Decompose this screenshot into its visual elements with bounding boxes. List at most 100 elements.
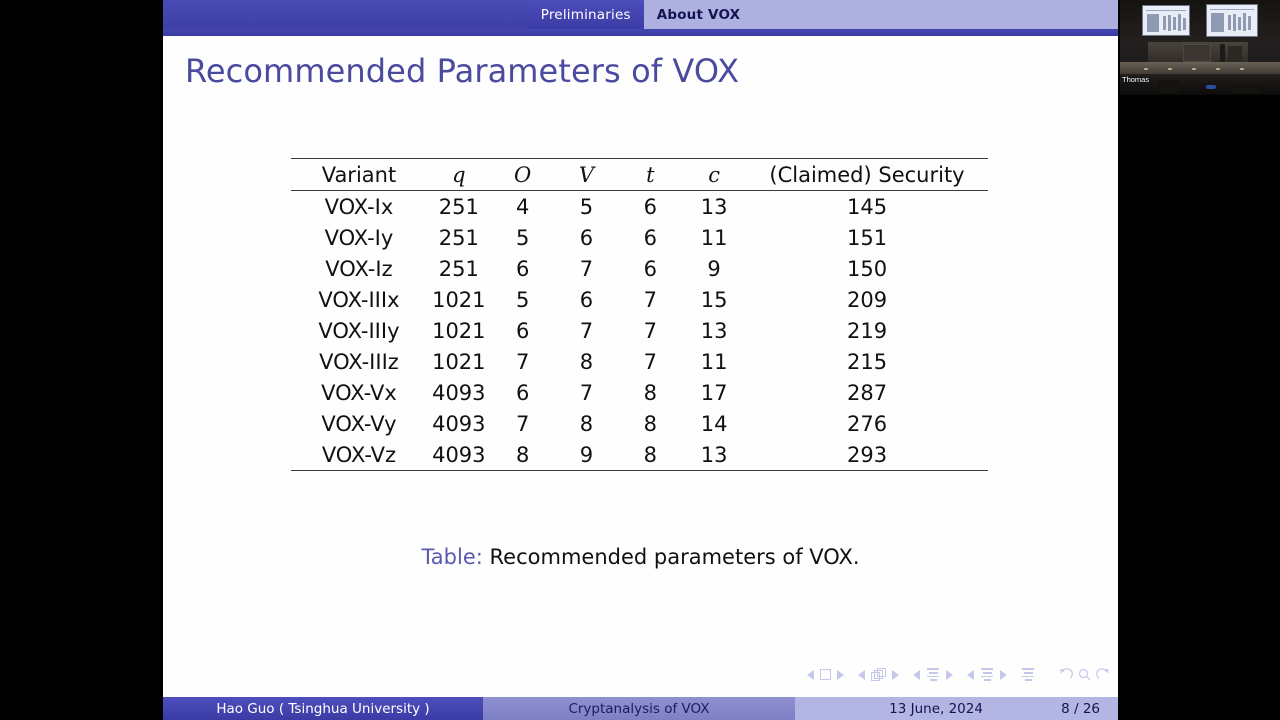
col-header-c: c	[708, 162, 720, 187]
cell-o: 5	[515, 225, 530, 250]
next-frame-icon[interactable]	[837, 669, 844, 680]
next-slide-icon[interactable]	[892, 669, 899, 680]
col-header-security: (Claimed) Security	[769, 162, 965, 187]
footer-author-label: Hao Guo ( Tsinghua University )	[216, 700, 430, 717]
cell-c: 13	[700, 318, 728, 343]
webcam-overlay[interactable]: Thomas	[1120, 0, 1280, 95]
cell-q: 251	[438, 256, 479, 281]
cell-v: 7	[579, 256, 594, 281]
lecture-desk-center	[1183, 44, 1211, 62]
cell-variant: VOX-Iy	[324, 225, 394, 250]
document-icon[interactable]	[1021, 668, 1035, 682]
cell-v: 6	[579, 225, 594, 250]
section-icon[interactable]	[980, 668, 994, 682]
slide-canvas: Preliminaries About VOX Recommended Para…	[163, 0, 1119, 720]
prev-section-icon[interactable]	[967, 669, 974, 680]
cell-security: 209	[846, 287, 888, 312]
nav-group-frames[interactable]	[807, 669, 844, 681]
cell-v: 9	[579, 442, 594, 467]
cell-variant: VOX-IIIz	[319, 349, 399, 374]
prev-subsection-icon[interactable]	[913, 669, 920, 680]
monitor-glow	[1206, 85, 1216, 89]
projection-screen-left	[1142, 5, 1190, 36]
cell-o: 4	[515, 194, 530, 219]
col-header-t: t	[646, 162, 655, 187]
cell-security: 150	[846, 256, 888, 281]
table-row: VOX-Ix 251 4 5 6 13 145	[291, 191, 988, 223]
table-row: VOX-IIIz 1021 7 8 7 11 215	[291, 346, 988, 377]
cell-security: 276	[846, 411, 888, 436]
first-frame-icon[interactable]	[807, 669, 814, 680]
cell-q: 1021	[432, 318, 486, 343]
slide-stack-icon[interactable]	[871, 668, 886, 682]
beamer-navigation-bar[interactable]	[807, 668, 1110, 682]
frame-icon[interactable]	[820, 669, 831, 681]
nav-group-history[interactable]	[1059, 668, 1110, 681]
table-row: VOX-IIIx 1021 5 6 7 15 209	[291, 284, 988, 315]
cell-t: 8	[643, 380, 657, 405]
cell-variant: VOX-Vz	[321, 442, 397, 467]
table-head: Variant q O V t c (Claimed) Security	[291, 158, 988, 191]
cell-q: 251	[438, 194, 479, 219]
parameters-table: Variant q O V t c (Claimed) Security VOX…	[291, 158, 988, 471]
subsection-icon[interactable]	[926, 668, 940, 682]
nav-group-slides[interactable]	[858, 668, 899, 682]
cell-t: 7	[643, 318, 657, 343]
projection-screen-right	[1206, 4, 1258, 37]
table-row: VOX-Iz 251 6 7 6 9 150	[291, 253, 988, 284]
cell-v: 8	[579, 411, 594, 436]
cell-variant: VOX-IIIy	[318, 318, 400, 343]
page-title: Recommended Parameters of VOX	[185, 52, 740, 90]
cell-v: 7	[579, 380, 594, 405]
table-caption-label: Table:	[421, 545, 483, 569]
cell-t: 6	[643, 256, 657, 281]
cell-c: 13	[700, 442, 728, 467]
cell-t: 6	[643, 225, 657, 250]
cell-c: 17	[700, 380, 728, 405]
cell-security: 287	[846, 380, 888, 405]
nav-group-document[interactable]	[1021, 668, 1035, 682]
cell-variant: VOX-Iz	[325, 256, 393, 281]
cell-t: 8	[643, 411, 657, 436]
table-row: VOX-Vx 4093 6 7 8 17 287	[291, 377, 988, 408]
cell-v: 5	[579, 194, 594, 219]
camera-equipment	[1158, 80, 1180, 93]
header-tab-about-vox[interactable]: About VOX	[643, 0, 754, 29]
cell-q: 1021	[432, 287, 486, 312]
forward-icon[interactable]	[1096, 668, 1110, 681]
slide-footer: Hao Guo ( Tsinghua University ) Cryptana…	[163, 697, 1118, 720]
cell-q: 4093	[432, 380, 486, 405]
prev-slide-icon[interactable]	[858, 669, 865, 680]
cell-o: 6	[515, 318, 530, 343]
header-tab-about-vox-label: About VOX	[656, 6, 741, 23]
table-row: VOX-IIIy 1021 6 7 7 13 219	[291, 315, 988, 346]
nav-group-subsections[interactable]	[913, 668, 953, 682]
table-header-row: Variant q O V t c (Claimed) Security	[291, 158, 988, 191]
cell-c: 14	[700, 411, 728, 436]
cell-security: 215	[846, 349, 888, 374]
cell-t: 6	[643, 194, 657, 219]
col-header-o: O	[514, 162, 532, 187]
cell-q: 4093	[432, 411, 486, 436]
header-left-filler	[163, 0, 528, 29]
col-header-variant: Variant	[321, 162, 397, 187]
col-header-q: q	[452, 162, 466, 187]
cell-c: 13	[700, 194, 728, 219]
cell-v: 7	[579, 318, 594, 343]
cell-o: 5	[515, 287, 530, 312]
search-icon[interactable]	[1078, 668, 1091, 681]
cell-security: 293	[846, 442, 888, 467]
back-icon[interactable]	[1059, 668, 1073, 681]
table-row: VOX-Iy 251 5 6 6 11 151	[291, 222, 988, 253]
next-section-icon[interactable]	[1000, 669, 1007, 680]
header-tab-preliminaries[interactable]: Preliminaries	[527, 0, 644, 29]
header-underline	[163, 29, 1118, 36]
next-subsection-icon[interactable]	[946, 669, 953, 680]
cell-o: 6	[515, 256, 530, 281]
nav-group-sections[interactable]	[967, 668, 1007, 682]
table-row: VOX-Vy 4093 7 8 8 14 276	[291, 408, 988, 439]
cell-t: 8	[643, 442, 657, 467]
table-caption-text: Recommended parameters of VOX.	[489, 545, 860, 569]
cell-t: 7	[643, 287, 657, 312]
